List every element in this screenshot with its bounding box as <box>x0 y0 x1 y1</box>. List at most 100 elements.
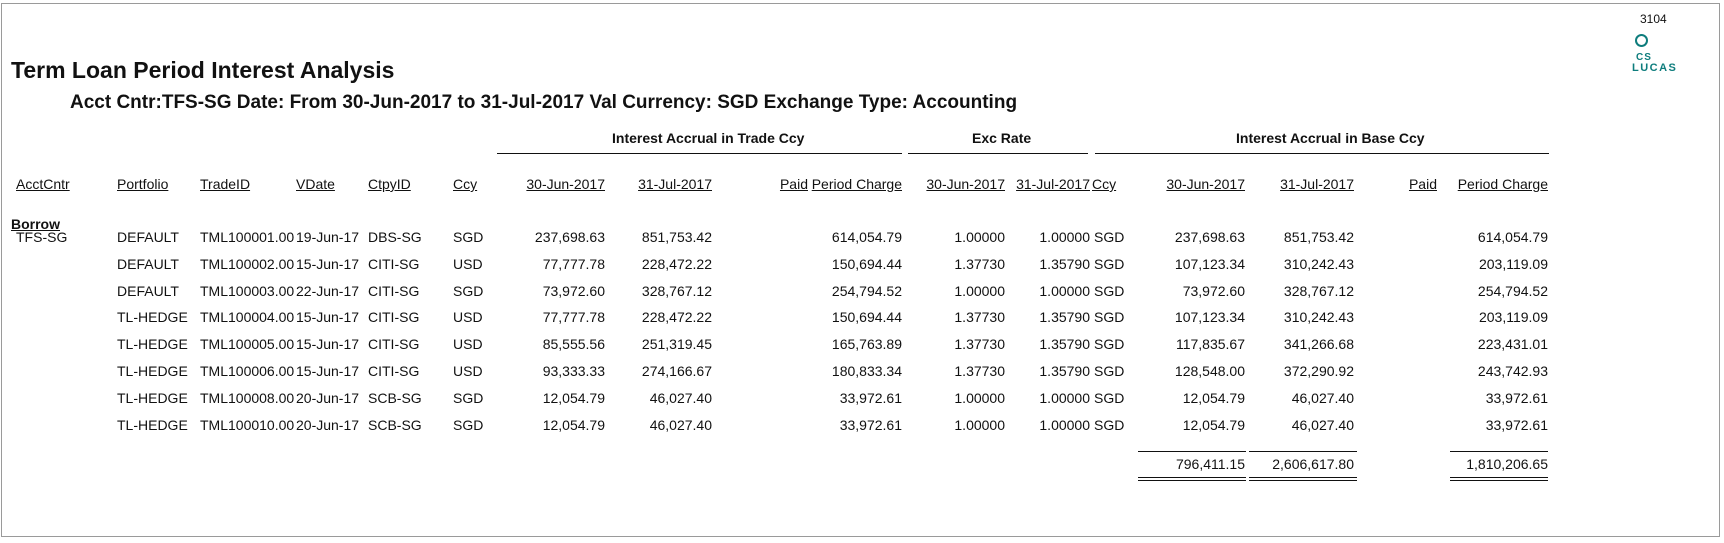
group-underline-exc-rate <box>908 153 1088 154</box>
report-frame <box>1 3 1720 537</box>
cell-portfolio: DEFAULT <box>117 283 179 299</box>
cell-t-period: 165,763.89 <box>831 336 902 352</box>
cell-t-end: 46,027.40 <box>649 417 712 433</box>
cell-vdate: 20-Jun-17 <box>296 390 360 406</box>
cell-tradeid: TML100010.00 <box>200 417 295 433</box>
report-subtitle: Acct Cntr:TFS-SG Date: From 30-Jun-2017 … <box>70 92 1018 113</box>
cell-t-period: 614,054.79 <box>831 229 902 245</box>
cell-ctpyid: CITI-SG <box>368 256 420 272</box>
cell-ccy: USD <box>453 256 483 272</box>
cell-t-period: 150,694.44 <box>831 256 902 272</box>
cell-x-start: 1.37730 <box>954 309 1005 325</box>
cell-t-start: 93,333.33 <box>542 363 605 379</box>
cell-ctpyid: CITI-SG <box>368 283 420 299</box>
cell-portfolio: TL-HEDGE <box>117 309 188 325</box>
cell-t-start: 85,555.56 <box>542 336 605 352</box>
cell-x-start: 1.00000 <box>954 283 1005 299</box>
cell-tradeid: TML100006.00 <box>200 363 295 379</box>
col-header-trade-end: 31-Jul-2017 <box>638 176 712 192</box>
group-header-exc-rate: Exc Rate <box>972 130 1032 146</box>
col-header-base-period-charge: Period Charge <box>1457 176 1548 192</box>
cell-portfolio: DEFAULT <box>117 256 179 272</box>
col-header-trade-period-charge: Period Charge <box>811 176 902 192</box>
cell-t-end: 274,166.67 <box>641 363 712 379</box>
cell-t-period: 33,972.61 <box>839 390 902 406</box>
total-base-period-charge: 1,810,206.65 <box>1466 456 1548 472</box>
cell-b-end: 46,027.40 <box>1291 390 1354 406</box>
cell-b-start: 12,054.79 <box>1182 390 1245 406</box>
cell-x-end: 1.00000 <box>1039 390 1090 406</box>
cell-tradeid: TML100002.00 <box>200 256 295 272</box>
cell-b-period: 614,054.79 <box>1477 229 1548 245</box>
cell-t-end: 328,767.12 <box>641 283 712 299</box>
total-line-bottom <box>1138 480 1246 481</box>
total-line-top <box>1450 451 1548 452</box>
cell-t-start: 77,777.78 <box>542 256 605 272</box>
cell-t-end: 851,753.42 <box>641 229 712 245</box>
cell-b-end: 310,242.43 <box>1283 309 1354 325</box>
cell-tradeid: TML100003.00 <box>200 283 295 299</box>
col-header-base-end: 31-Jul-2017 <box>1280 176 1354 192</box>
company-logo: CS LUCAS <box>1628 34 1688 84</box>
cell-ccy: USD <box>453 309 483 325</box>
cell-vdate: 15-Jun-17 <box>296 336 360 352</box>
cell-portfolio: TL-HEDGE <box>117 417 188 433</box>
cell-x-start: 1.37730 <box>954 256 1005 272</box>
col-header-exc-start: 30-Jun-2017 <box>926 176 1005 192</box>
section-label-borrow: Borrow <box>11 216 60 232</box>
cell-t-period: 180,833.34 <box>831 363 902 379</box>
group-underline-trade-ccy <box>497 153 902 154</box>
cell-b-end: 310,242.43 <box>1283 256 1354 272</box>
cell-ccy: SGD <box>453 417 484 433</box>
cell-t-start: 237,698.63 <box>534 229 605 245</box>
col-header-ctpyid: CtpyID <box>368 176 411 192</box>
cell-portfolio: DEFAULT <box>117 229 179 245</box>
logo-text-line1: CS <box>1636 52 1652 63</box>
cell-x-start: 1.00000 <box>954 417 1005 433</box>
cell-tradeid: TML100008.00 <box>200 390 295 406</box>
cell-t-end: 228,472.22 <box>641 309 712 325</box>
cell-portfolio: TL-HEDGE <box>117 336 188 352</box>
cell-b-start: 107,123.34 <box>1174 256 1245 272</box>
page-number: 3104 <box>1640 12 1667 26</box>
cell-base-ccy: SGD <box>1094 256 1125 272</box>
cell-portfolio: TL-HEDGE <box>117 390 188 406</box>
cell-b-period: 223,431.01 <box>1477 336 1548 352</box>
cell-b-period: 203,119.09 <box>1478 256 1548 272</box>
cell-b-end: 328,767.12 <box>1283 283 1354 299</box>
cell-vdate: 20-Jun-17 <box>296 417 360 433</box>
total-line-bottom <box>1450 477 1548 478</box>
col-header-tradeid: TradeID <box>200 176 251 192</box>
cell-b-start: 12,054.79 <box>1182 417 1245 433</box>
cell-b-start: 107,123.34 <box>1174 309 1245 325</box>
col-header-base-ccy: Ccy <box>1092 176 1117 192</box>
cell-tradeid: TML100005.00 <box>200 336 295 352</box>
cell-x-end: 1.35790 <box>1039 363 1090 379</box>
col-header-trade-paid: Paid <box>779 176 808 192</box>
total-base-end: 2,606,617.80 <box>1272 456 1354 472</box>
col-header-trade-start: 30-Jun-2017 <box>526 176 605 192</box>
cell-t-end: 46,027.40 <box>649 390 712 406</box>
cell-ccy: SGD <box>453 390 484 406</box>
cell-b-start: 73,972.60 <box>1182 283 1245 299</box>
total-line-top <box>1249 451 1357 452</box>
total-line-bottom <box>1450 480 1548 481</box>
cell-vdate: 15-Jun-17 <box>296 309 360 325</box>
logo-text-line2: LUCAS <box>1632 62 1678 74</box>
cell-b-period: 254,794.52 <box>1477 283 1548 299</box>
cell-vdate: 15-Jun-17 <box>296 363 360 379</box>
cell-ctpyid: CITI-SG <box>368 309 420 325</box>
cell-b-period: 33,972.61 <box>1485 417 1548 433</box>
cell-tradeid: TML100001.00 <box>200 229 295 245</box>
cell-base-ccy: SGD <box>1094 336 1125 352</box>
cell-b-start: 237,698.63 <box>1174 229 1245 245</box>
cell-portfolio: TL-HEDGE <box>117 363 188 379</box>
col-header-portfolio: Portfolio <box>117 176 169 192</box>
cell-base-ccy: SGD <box>1094 390 1125 406</box>
cell-ctpyid: CITI-SG <box>368 363 420 379</box>
cell-base-ccy: SGD <box>1094 363 1125 379</box>
col-header-acctcntr: AcctCntr <box>16 176 70 192</box>
cell-b-end: 372,290.92 <box>1283 363 1354 379</box>
cell-x-end: 1.00000 <box>1039 417 1090 433</box>
cell-t-start: 77,777.78 <box>542 309 605 325</box>
